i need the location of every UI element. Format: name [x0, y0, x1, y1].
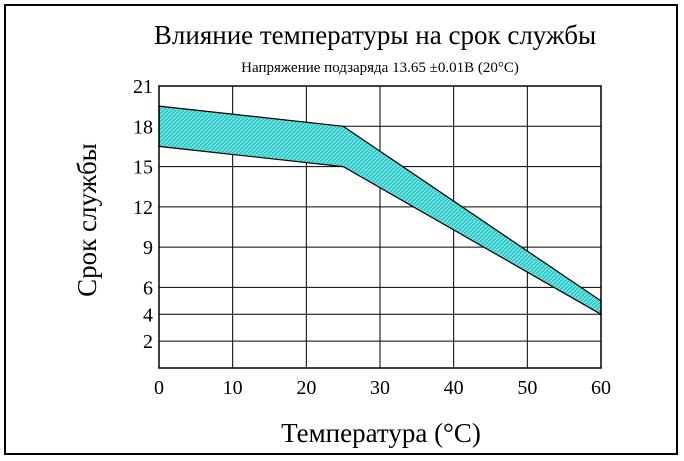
chart-title: Влияние температуры на срок службы: [154, 20, 596, 50]
chart-frame: [4, 4, 678, 455]
x-tick-label-0: 0: [154, 377, 164, 399]
x-axis-label: Температура (°C): [281, 418, 481, 448]
x-tick-label-60: 60: [591, 377, 611, 399]
x-axis-ticks: 0 10 20 30 40 50 60: [154, 377, 611, 399]
chart-subtitle: Напряжение подзаряда 13.65 ±0.01В (20°C): [241, 60, 519, 76]
y-tick-label-18: 18: [133, 116, 153, 138]
y-tick-label-4: 4: [143, 304, 153, 326]
x-tick-label-50: 50: [517, 377, 537, 399]
y-tick-label-2: 2: [143, 331, 153, 353]
y-tick-label-21: 21: [133, 76, 153, 98]
x-tick-label-20: 20: [296, 377, 316, 399]
y-tick-label-12: 12: [133, 197, 153, 219]
x-tick-label-40: 40: [444, 377, 464, 399]
y-axis-ticks: 2 4 6 9 12 15 18 21: [133, 76, 153, 353]
y-tick-label-15: 15: [133, 157, 153, 179]
x-tick-label-10: 10: [223, 377, 243, 399]
x-tick-label-30: 30: [370, 377, 390, 399]
plot-area: [158, 85, 602, 369]
y-axis-label: Срок службы: [72, 143, 102, 297]
y-tick-label-9: 9: [143, 237, 153, 259]
y-tick-label-6: 6: [143, 277, 153, 299]
